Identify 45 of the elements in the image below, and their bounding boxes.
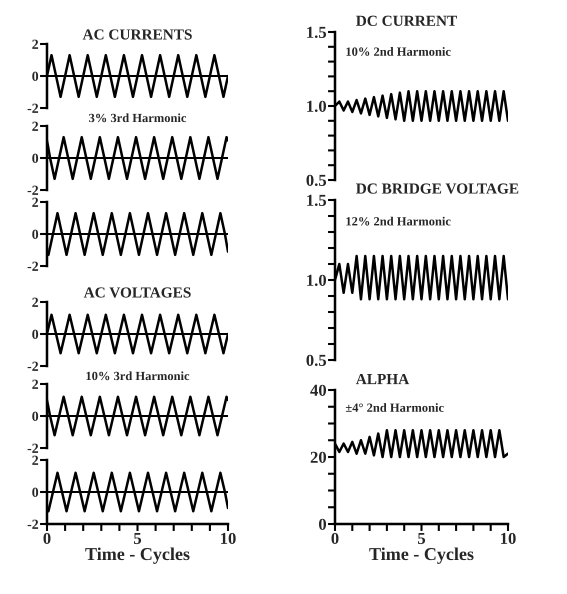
- y-tick-label: 0.5: [306, 354, 326, 366]
- x-tick-label: 10: [221, 532, 236, 544]
- y-tick-label: 40: [310, 384, 326, 396]
- y-tick-label: 2: [32, 298, 38, 307]
- x-axis-title: Time - Cycles: [85, 547, 190, 564]
- y-tick-label: -2: [28, 104, 38, 113]
- chart-title: DC CURRENT: [356, 16, 457, 26]
- y-tick-label: -2: [28, 520, 38, 529]
- y-tick-label: 2: [32, 380, 38, 389]
- x-tick-label: 5: [418, 532, 426, 544]
- x-tick-label: 5: [134, 532, 142, 544]
- y-tick-label: 0: [318, 518, 326, 530]
- y-tick-label: 2: [32, 40, 38, 49]
- y-tick-label: 0: [32, 72, 38, 81]
- y-tick-label: 1.0: [307, 274, 326, 286]
- chart-title: DC BRIDGE VOLTAGE: [356, 183, 518, 194]
- y-tick-label: 0.5: [306, 174, 326, 186]
- y-tick-label: -2: [28, 444, 38, 453]
- x-tick-label: 0: [43, 532, 51, 544]
- y-tick-label: 0: [32, 330, 38, 339]
- x-tick-label: 10: [501, 532, 516, 544]
- y-tick-label: 0: [32, 488, 38, 497]
- x-tick-label: 0: [331, 532, 339, 544]
- y-tick-label: 0: [32, 230, 38, 239]
- chart-title: 3% 3rd Harmonic: [89, 113, 186, 122]
- y-tick-label: -2: [28, 262, 38, 271]
- chart-title: ALPHA: [356, 374, 410, 384]
- text: 10% 2nd Harmonic: [346, 47, 451, 56]
- chart-title: AC CURRENTS: [82, 29, 192, 40]
- x-axis-title: Time - Cycles: [369, 547, 474, 564]
- y-tick-label: 20: [310, 452, 326, 463]
- y-tick-label: 2: [32, 456, 38, 465]
- chart-title: 10% 3rd Harmonic: [86, 371, 190, 380]
- y-tick-label: 2: [32, 198, 38, 207]
- y-tick-label: 1.5: [307, 26, 326, 38]
- y-tick-label: 0: [32, 154, 38, 163]
- y-tick-label: 2: [32, 122, 38, 131]
- y-tick-label: -2: [28, 362, 38, 371]
- chart-title: AC VOLTAGES: [84, 287, 191, 298]
- y-tick-label: 1.0: [307, 100, 326, 112]
- y-tick-label: -2: [28, 186, 38, 195]
- text: ±4° 2nd Harmonic: [346, 403, 444, 412]
- text: 12% 2nd Harmonic: [346, 216, 451, 226]
- y-tick-label: 1.5: [307, 194, 326, 206]
- y-tick-label: 0: [32, 412, 38, 421]
